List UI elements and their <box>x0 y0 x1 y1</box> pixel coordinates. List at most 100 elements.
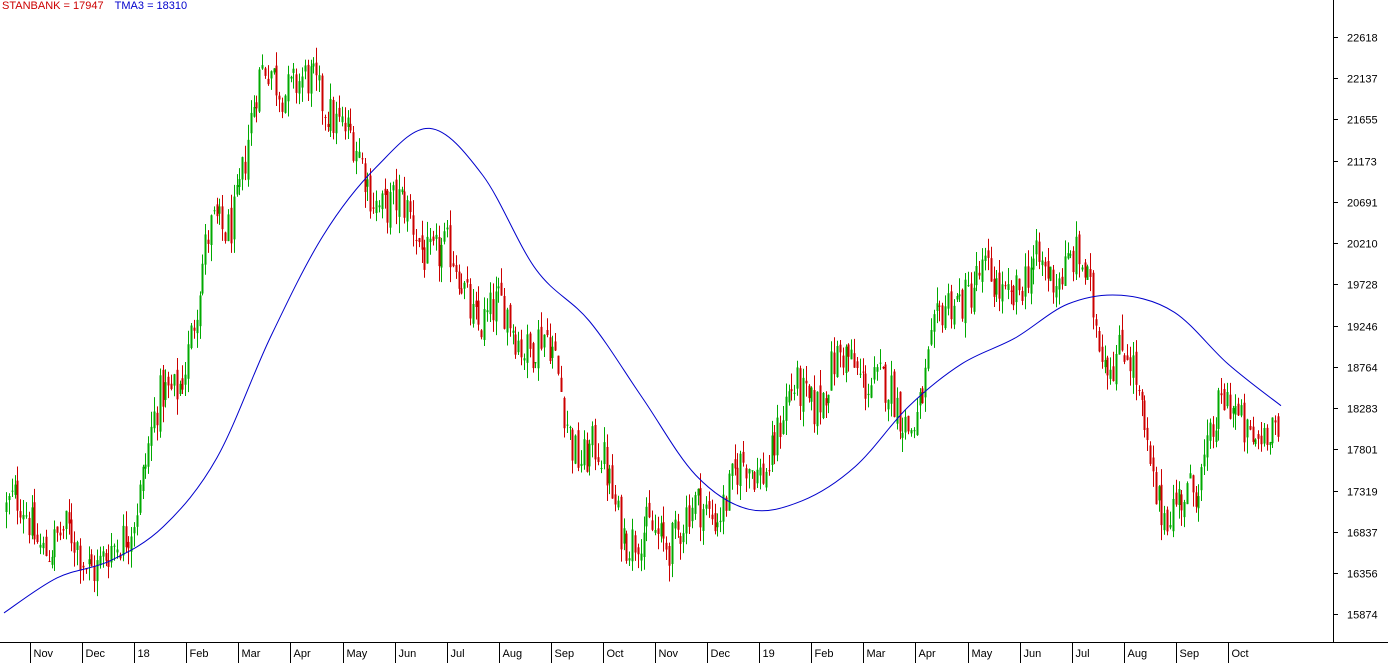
candle-body-down <box>19 511 22 518</box>
candle-body-down <box>987 250 990 258</box>
candle-body-down <box>514 334 517 355</box>
candle-body-down <box>438 236 441 267</box>
candle-body-down <box>825 398 828 406</box>
candle-body-up <box>236 185 239 195</box>
candle-body-down <box>156 412 159 426</box>
candle-body-down <box>745 468 748 479</box>
candle-body-down <box>577 430 580 468</box>
candle-body-up <box>139 484 142 513</box>
candle-body-down <box>1152 457 1155 472</box>
candle-body-down <box>1249 426 1252 430</box>
candle-body-down <box>1223 389 1226 411</box>
candle-body-up <box>164 382 167 400</box>
candle-body-up <box>1186 483 1189 505</box>
candle-body-down <box>699 488 702 528</box>
candle-body-up <box>290 76 293 79</box>
candle-body-up <box>526 334 529 363</box>
candle-body-up <box>53 529 56 558</box>
candle-body-up <box>389 191 392 228</box>
candle-body-down <box>773 432 776 456</box>
candle-body-down <box>657 528 660 534</box>
candle-body-down <box>1092 272 1095 318</box>
candle-body-down <box>864 373 867 399</box>
candle-body-down <box>62 529 65 531</box>
candle-body-up <box>776 417 779 456</box>
candle-body-down <box>1047 260 1050 279</box>
candle-body-up <box>1271 417 1274 444</box>
candle-body-down <box>665 542 668 550</box>
candle-body-down <box>307 64 310 94</box>
candle-body-down <box>594 424 597 460</box>
candle-body-up <box>830 351 833 391</box>
candle-body-up <box>916 411 919 436</box>
candle-body-up <box>375 200 378 214</box>
candle-body-up <box>793 392 796 394</box>
x-tick-label: Aug <box>1128 648 1148 660</box>
y-tick-label: 21655 <box>1347 115 1378 127</box>
candle-body-up <box>1215 430 1218 442</box>
candle-body-up <box>1269 442 1272 446</box>
candle-body-down <box>1098 331 1101 352</box>
x-tick-label: Nov <box>659 648 679 660</box>
candle-body-down <box>321 75 324 112</box>
x-tick-label: Jun <box>399 648 417 660</box>
candle-body-up <box>199 295 202 327</box>
x-tick-label: Feb <box>815 648 834 660</box>
candle-body-up <box>512 330 515 333</box>
candle-body-down <box>779 422 782 437</box>
candle-body-up <box>1075 236 1078 275</box>
candle-body-down <box>452 263 455 267</box>
candle-body-up <box>788 391 791 403</box>
candle-body-up <box>782 420 785 434</box>
candle-body-down <box>224 232 227 242</box>
candle-body-down <box>45 536 48 557</box>
candle-body-up <box>14 484 17 495</box>
candle-body-up <box>270 71 273 79</box>
candle-body-up <box>534 362 537 364</box>
candle-body-down <box>338 107 341 117</box>
candle-body-up <box>287 74 290 102</box>
candle-body-up <box>341 116 344 123</box>
candle-body-down <box>1018 278 1021 291</box>
y-tick-label: 19246 <box>1347 322 1378 334</box>
candle-body-down <box>1141 391 1144 400</box>
candle-body-down <box>677 521 680 530</box>
candle-body-up <box>1115 353 1118 385</box>
candle-body-down <box>503 295 506 329</box>
candle-body-down <box>332 100 335 133</box>
candle-body-down <box>833 352 836 375</box>
candle-body-up <box>748 469 751 474</box>
candle-body-up <box>489 292 492 315</box>
candle-body-down <box>1106 357 1109 376</box>
candle-body-down <box>107 560 110 567</box>
candle-body-down <box>73 542 76 553</box>
candle-body-down <box>1061 276 1064 285</box>
candle-body-down <box>36 534 39 542</box>
candle-body-up <box>1163 513 1166 531</box>
candle-body-up <box>304 65 307 72</box>
x-tick-label: Jul <box>451 648 465 660</box>
y-tick-label: 21173 <box>1347 157 1377 169</box>
candle-body-up <box>298 81 301 94</box>
candle-body-down <box>662 522 665 539</box>
candle-body-down <box>369 175 372 212</box>
candle-body-up <box>173 374 176 386</box>
candle-body-down <box>327 123 330 127</box>
candle-body-down <box>941 305 944 326</box>
candle-body-up <box>210 215 213 246</box>
candle-body-down <box>500 282 503 296</box>
candle-body-down <box>460 288 463 294</box>
candle-body-up <box>355 151 358 162</box>
candle-body-down <box>423 247 426 270</box>
candle-body-down <box>1044 261 1047 267</box>
candle-body-up <box>631 529 634 562</box>
candle-body-down <box>1212 424 1215 437</box>
candle-body-up <box>1254 439 1257 445</box>
candle-body-down <box>324 117 327 119</box>
candle-body-down <box>540 326 543 349</box>
x-tick-label: Dec <box>86 648 106 660</box>
candle-body-down <box>1252 426 1255 442</box>
candle-body-down <box>466 279 469 283</box>
candle-body-up <box>284 95 287 113</box>
candle-body-down <box>853 353 856 368</box>
